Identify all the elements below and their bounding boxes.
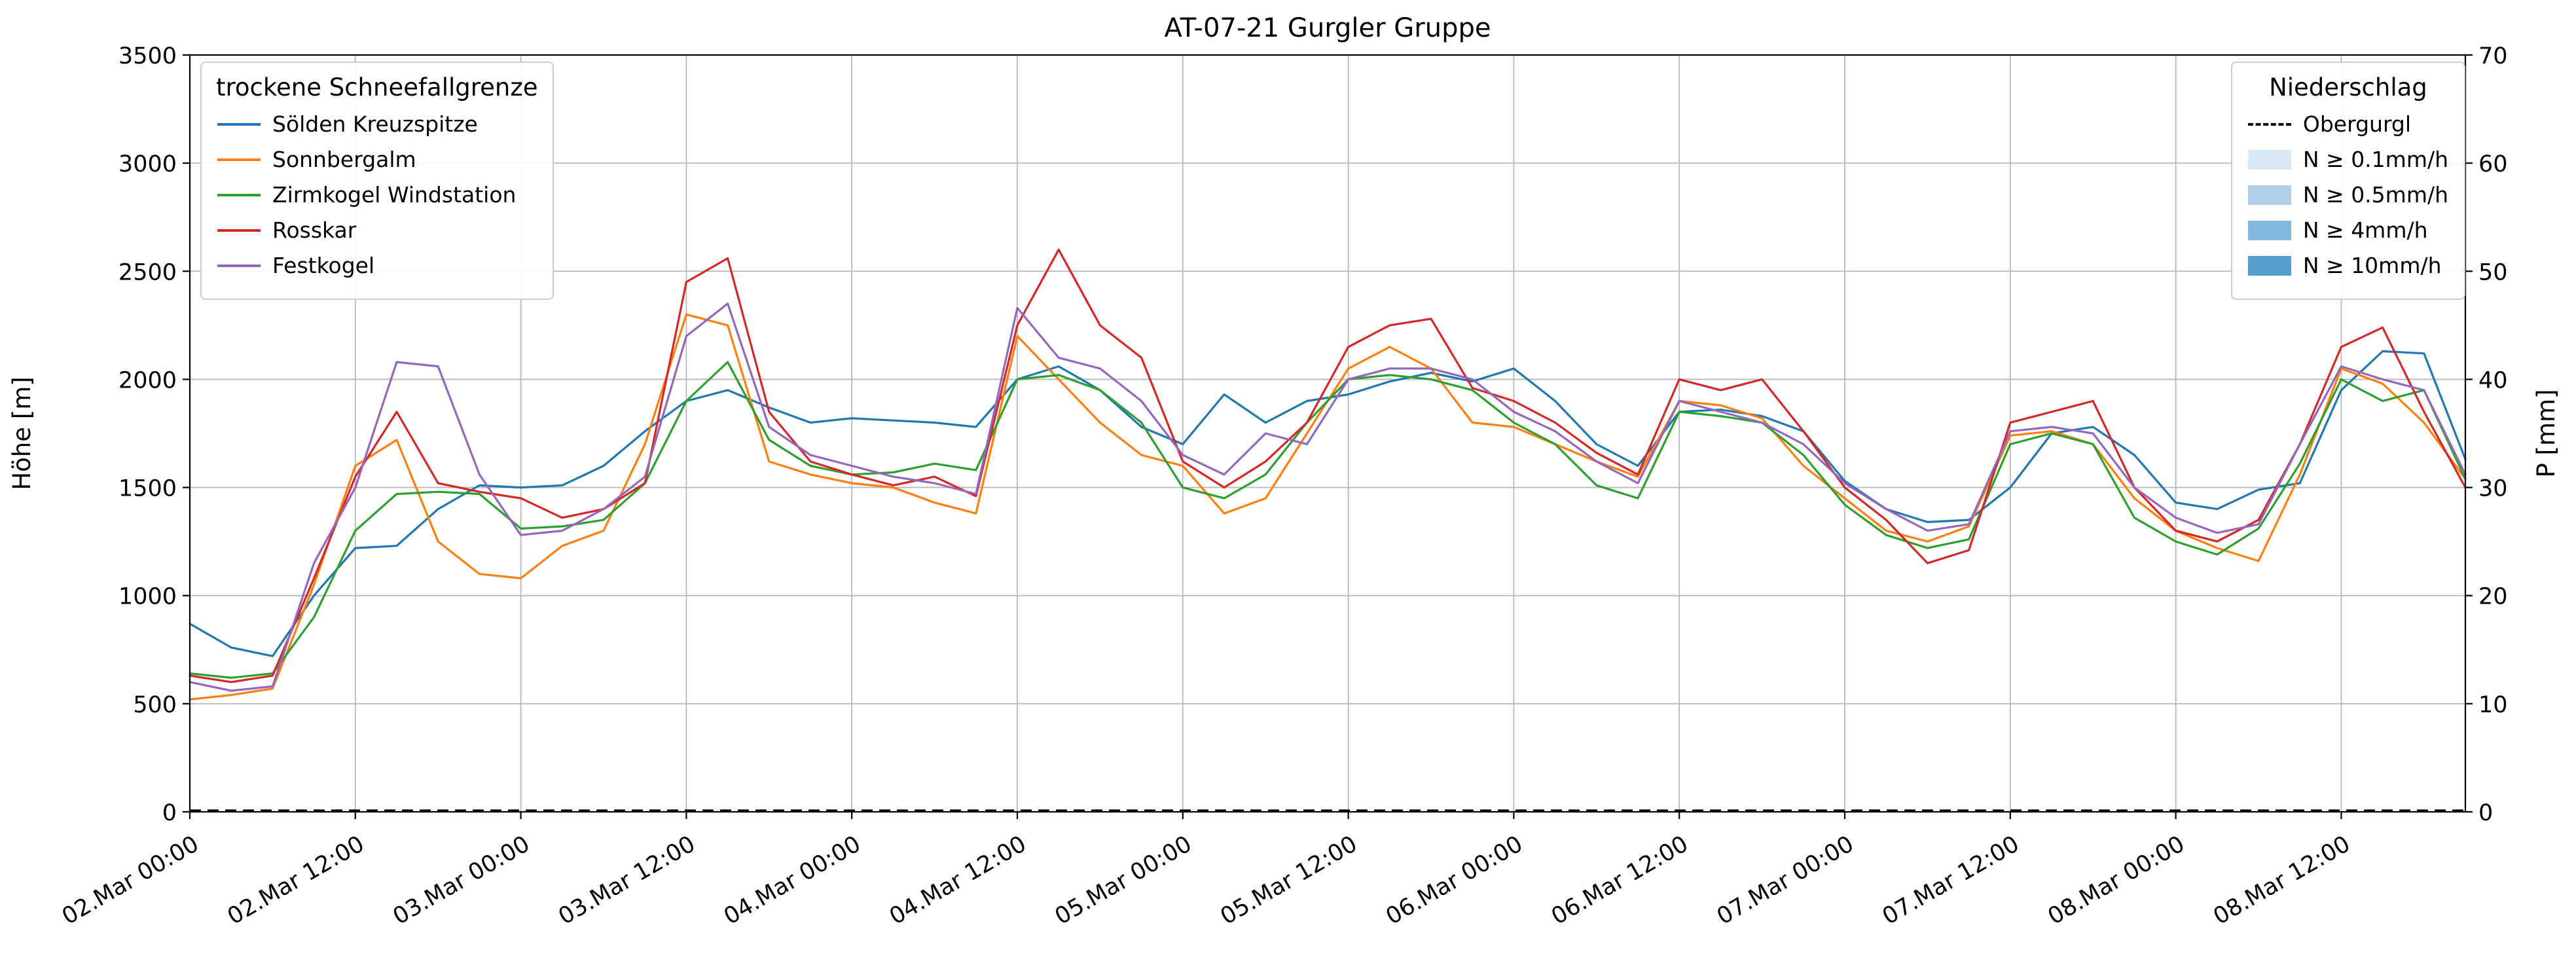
x-tick-label: 02.Mar 00:00 <box>58 831 203 930</box>
x-tick-label: 04.Mar 00:00 <box>719 831 865 930</box>
y-right-tick-label: 30 <box>2478 476 2508 502</box>
legend-precip-entry-label: N ≥ 0.1mm/h <box>2302 147 2448 172</box>
legend-snowline: trockene Schneefallgrenze Sölden Kreuzsp… <box>200 62 554 300</box>
x-tick-label: 05.Mar 00:00 <box>1051 831 1196 930</box>
line-swatch-icon <box>217 158 261 161</box>
legend-snowline-title: trockene Schneefallgrenze <box>216 73 538 101</box>
plot-border <box>189 54 2467 813</box>
y-left-tick-label: 2500 <box>118 259 177 285</box>
legend-snowline-entry-label: Rosskar <box>272 217 357 243</box>
x-tick-label: 07.Mar 00:00 <box>1713 831 1858 930</box>
series-line-festkogel <box>189 302 2467 692</box>
legend-snowline-entries: Sölden Kreuzspitze Sonnbergalm Zirmkogel W… <box>215 111 539 278</box>
patch-swatch-icon <box>2247 185 2291 205</box>
x-tick-label: 08.Mar 12:00 <box>2209 831 2355 930</box>
x-tick-label: 07.Mar 12:00 <box>1878 831 2023 930</box>
legend-snowline-entry: Rosskar <box>217 217 537 243</box>
legend-precip-entry-label: N ≥ 10mm/h <box>2302 253 2442 278</box>
line-swatch-icon <box>217 228 261 232</box>
legend-precip-entries: Obergurgl N ≥ 0.1mm/h N ≥ 0.5mm/h N ≥ 4mm/h… <box>2245 111 2451 278</box>
y-left-axis-label: Höhe [m] <box>8 376 36 490</box>
patch-swatch-icon <box>2247 149 2291 170</box>
legend-precip-entry: Obergurgl <box>2247 111 2448 137</box>
y-left-tick-label: 0 <box>162 800 177 826</box>
patch-swatch-icon <box>2247 220 2291 240</box>
legend-precip-entry: N ≥ 0.1mm/h <box>2247 147 2448 172</box>
legend-precip-entry-label: N ≥ 4mm/h <box>2302 217 2428 243</box>
legend-snowline-entry-label: Zirmkogel Windstation <box>272 182 517 208</box>
x-tick-label: 06.Mar 00:00 <box>1382 831 1527 930</box>
y-right-axis-label: P [mm] <box>2532 389 2560 477</box>
y-left-tick-label: 500 <box>133 692 177 718</box>
chart-title: AT-07-21 Gurgler Gruppe <box>1164 13 1491 43</box>
legend-precip-entry: N ≥ 10mm/h <box>2247 253 2448 278</box>
y-left-tick-label: 1500 <box>118 476 177 502</box>
x-tick-label: 03.Mar 12:00 <box>554 831 700 930</box>
line-swatch-icon <box>217 264 261 267</box>
dashed-line-swatch-icon <box>2247 122 2291 126</box>
legend-precip-entry-label: N ≥ 0.5mm/h <box>2302 182 2448 208</box>
legend-snowline-entry: Sonnbergalm <box>217 147 537 172</box>
legend-snowline-entry-label: Festkogel <box>272 253 375 278</box>
legend-precip-entry: N ≥ 0.5mm/h <box>2247 182 2448 208</box>
x-tick-label: 03.Mar 00:00 <box>389 831 534 930</box>
legend-precip-entry-label: Obergurgl <box>2302 111 2412 137</box>
x-tick-label: 06.Mar 12:00 <box>1547 831 1692 930</box>
legend-precip-entry: N ≥ 4mm/h <box>2247 217 2448 243</box>
y-right-tick-label: 20 <box>2478 584 2508 610</box>
y-right-tick-label: 60 <box>2478 151 2508 177</box>
series-line-rosskar <box>189 248 2467 684</box>
legend-precip-title: Niederschlag <box>2269 73 2427 101</box>
legend-snowline-entry: Zirmkogel Windstation <box>217 182 537 208</box>
line-swatch-icon <box>217 193 261 196</box>
x-tick-label: 02.Mar 12:00 <box>223 831 369 930</box>
y-left-tick-label: 3500 <box>118 43 177 69</box>
y-right-tick-label: 10 <box>2478 692 2508 718</box>
y-left-tick-label: 2000 <box>118 367 177 393</box>
y-left-tick-label: 1000 <box>118 584 177 610</box>
series-line-s-lden-kreuzspitze <box>189 350 2467 657</box>
x-tick-label: 04.Mar 12:00 <box>885 831 1030 930</box>
patch-swatch-icon <box>2247 255 2291 276</box>
legend-precip: Niederschlag Obergurgl N ≥ 0.1mm/h N ≥ 0.5… <box>2230 62 2465 300</box>
series-line-sonnbergalm <box>189 313 2467 701</box>
y-right-tick-label: 70 <box>2478 43 2508 69</box>
x-tick-label: 08.Mar 00:00 <box>2044 831 2189 930</box>
legend-snowline-entry: Festkogel <box>217 253 537 278</box>
legend-snowline-entry-label: Sonnbergalm <box>272 147 416 172</box>
x-tick-label: 05.Mar 12:00 <box>1216 831 1362 930</box>
y-right-tick-label: 40 <box>2478 367 2508 393</box>
y-right-tick-label: 0 <box>2478 800 2493 826</box>
series-line-zirmkogel-windstation <box>189 361 2467 679</box>
line-swatch-icon <box>217 122 261 126</box>
y-left-tick-label: 3000 <box>118 151 177 177</box>
legend-snowline-entry: Sölden Kreuzspitze <box>217 111 537 137</box>
legend-snowline-entry-label: Sölden Kreuzspitze <box>272 111 478 137</box>
y-right-tick-label: 50 <box>2478 259 2508 285</box>
